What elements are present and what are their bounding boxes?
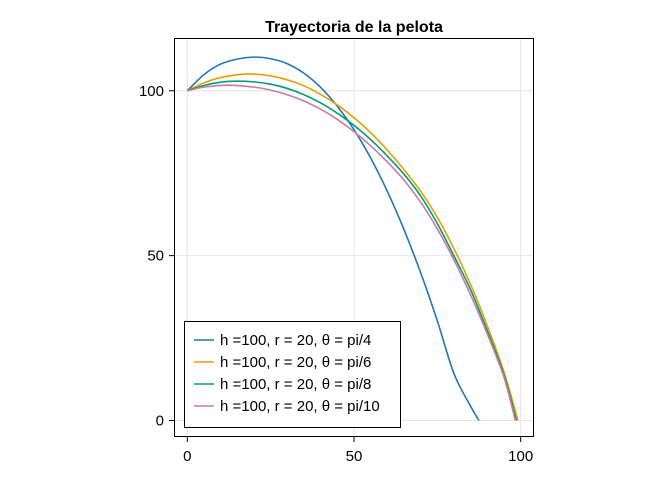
series-line bbox=[186, 73, 519, 421]
x-tick-label: 100 bbox=[508, 448, 533, 465]
legend-box bbox=[184, 321, 401, 428]
x-tick-label: 50 bbox=[346, 448, 363, 465]
chart-title: Trayectoria de la pelota bbox=[265, 19, 443, 36]
series-layer bbox=[186, 56, 519, 421]
legend-label: h =100, r = 20, θ = pi/8 bbox=[220, 376, 371, 393]
y-tick-label: 50 bbox=[147, 248, 164, 265]
legend-label: h =100, r = 20, θ = pi/10 bbox=[220, 398, 380, 415]
series-line bbox=[186, 56, 480, 421]
plot-frame bbox=[174, 38, 534, 437]
legend-label: h =100, r = 20, θ = pi/4 bbox=[220, 332, 371, 349]
legend: h =100, r = 20, θ = pi/4 h =100, r = 20, … bbox=[184, 321, 401, 428]
series-line bbox=[187, 80, 518, 421]
legend-label: h =100, r = 20, θ = pi/6 bbox=[220, 354, 371, 371]
y-tick-label: 0 bbox=[156, 413, 164, 430]
y-tick-label: 100 bbox=[139, 83, 164, 100]
axis-ticks: 0 50 100 0 50 100 bbox=[139, 83, 533, 465]
x-tick-label: 0 bbox=[183, 448, 191, 465]
series-line bbox=[187, 84, 517, 421]
